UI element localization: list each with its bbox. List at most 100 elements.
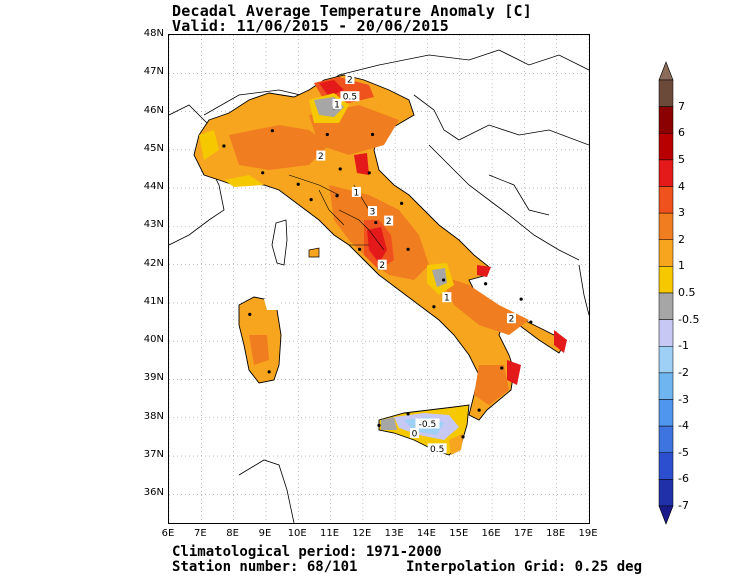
lat-tick-label: 38N <box>143 410 164 422</box>
sardinia-missing-data <box>264 297 281 310</box>
station-marker <box>461 435 465 439</box>
station-marker <box>222 144 226 148</box>
lat-tick-label: 43N <box>143 219 164 231</box>
colorbar-tick-label: -0.5 <box>678 312 700 326</box>
lat-tick-label: 36N <box>143 487 164 499</box>
station-marker <box>358 247 362 251</box>
anomaly-05-zone-nw-coast <box>224 175 264 187</box>
station-marker <box>442 278 446 282</box>
colorbar-tick-label: 1 <box>678 259 685 273</box>
contour-label-background <box>384 215 394 226</box>
contour-label-background <box>345 74 355 85</box>
lat-tick-label: 39N <box>143 372 164 384</box>
lon-tick-label: 6E <box>161 528 175 539</box>
station-marker <box>261 171 265 175</box>
anomaly-4-zone-lazio <box>367 227 387 263</box>
anomaly-4-zone-gargano <box>477 265 491 277</box>
contour-label: 0.5 <box>343 93 357 103</box>
anomaly-4-zone-venice <box>354 153 369 175</box>
station-marker <box>248 312 252 317</box>
anomaly-4-zone-alps <box>319 80 344 97</box>
valid-date-range: Valid: 11/06/2015 - 20/06/2015 <box>172 17 449 35</box>
contour-label: 0.5 <box>430 445 444 455</box>
colorbar-tick-label: 7 <box>678 99 685 113</box>
colorbar <box>655 58 715 528</box>
contour-label: 1 <box>334 100 340 110</box>
contour-label: 2 <box>379 261 385 271</box>
lat-tick-label: 48N <box>143 28 164 39</box>
lon-tick-label: 11E <box>320 528 340 539</box>
colorbar-segment <box>658 266 674 294</box>
colorbar-segment <box>658 106 674 134</box>
colorbar-tick-label: 6 <box>678 126 685 140</box>
lon-tick-label: 13E <box>384 528 404 539</box>
lat-tick-label: 45N <box>143 142 164 154</box>
lat-tick-label: 42N <box>143 257 164 269</box>
colorbar-tick-label: -3 <box>678 392 689 406</box>
station-marker <box>529 320 533 324</box>
lat-tick-label: 47N <box>143 66 164 78</box>
station-marker <box>519 297 523 301</box>
colorbar-segment <box>658 452 674 480</box>
france-border <box>169 104 225 246</box>
colorbar-tick-label: -5 <box>678 445 689 459</box>
station-marker <box>335 194 339 198</box>
station-marker <box>400 201 404 206</box>
lon-tick-label: 9E <box>258 528 272 539</box>
contour-label: 3 <box>370 208 376 218</box>
lon-tick-label: 18E <box>546 528 566 539</box>
contour-label-background <box>377 259 387 270</box>
lon-tick-label: 12E <box>352 528 372 539</box>
lat-tick-label: 41N <box>143 295 164 307</box>
contour-label-background <box>316 150 326 161</box>
colorbar-segment <box>658 479 674 507</box>
hungary-border <box>498 49 589 71</box>
colorbar-tick-label: -7 <box>678 499 689 512</box>
colorbar-lower-arrow <box>658 505 674 525</box>
station-marker <box>367 171 371 175</box>
slovenia-border <box>413 94 460 141</box>
contour-label-background <box>410 428 420 439</box>
colorbar-segment <box>658 133 674 161</box>
colorbar-segment <box>658 372 674 400</box>
anomaly-4-zone-calabria-east <box>507 360 521 385</box>
temperature-anomaly-map: 2 0.5 1 2 1 3 2 2 1 2 -0.5 0 0.5 <box>168 34 590 524</box>
contour-label-background <box>427 443 447 454</box>
colorbar-segment <box>658 425 674 453</box>
contour-label: 1 <box>354 188 360 198</box>
contour-label-background <box>351 186 361 197</box>
colorbar-segment <box>658 79 674 107</box>
anomaly-05-zone-liguria <box>199 130 219 160</box>
station-marker <box>377 423 381 427</box>
regional-borders <box>288 174 385 251</box>
anomaly-2-zone-calabria <box>474 365 509 405</box>
chart-title: Decadal Average Temperature Anomaly [C] <box>172 2 532 20</box>
lon-tick-label: 14E <box>416 528 436 539</box>
anomaly-4-zone-salento <box>554 330 567 353</box>
colorbar-segment <box>658 212 674 240</box>
colorbar-segment <box>658 292 674 320</box>
colorbar-tick-label: -1 <box>678 339 689 353</box>
lon-tick-label: 10E <box>287 528 307 539</box>
anomaly-0-zone-abruzzo <box>432 268 447 287</box>
colorbar-segment <box>658 239 674 267</box>
country-outlines <box>169 49 589 523</box>
lon-tick-label: 17E <box>513 528 533 539</box>
station-marker <box>338 167 342 171</box>
station-marker <box>370 132 375 137</box>
anomaly-2-zone-sicily-se <box>449 433 464 455</box>
contour-label-background <box>340 91 360 102</box>
station-marker <box>406 247 410 251</box>
station-marker <box>270 129 274 133</box>
interpolation-grid: Interpolation Grid: 0.25 deg <box>406 559 643 575</box>
anomaly-0-zone-sicily-west <box>381 417 397 430</box>
station-marker <box>477 408 481 412</box>
anomaly-2-zone-sardinia <box>249 335 269 365</box>
station-number: Station number: 68/101 <box>172 559 358 575</box>
anomaly-fill <box>193 74 567 456</box>
colorbar-ramp <box>658 61 674 525</box>
lon-tick-label: 7E <box>193 528 207 539</box>
colorbar-tick-label: 2 <box>678 232 685 246</box>
